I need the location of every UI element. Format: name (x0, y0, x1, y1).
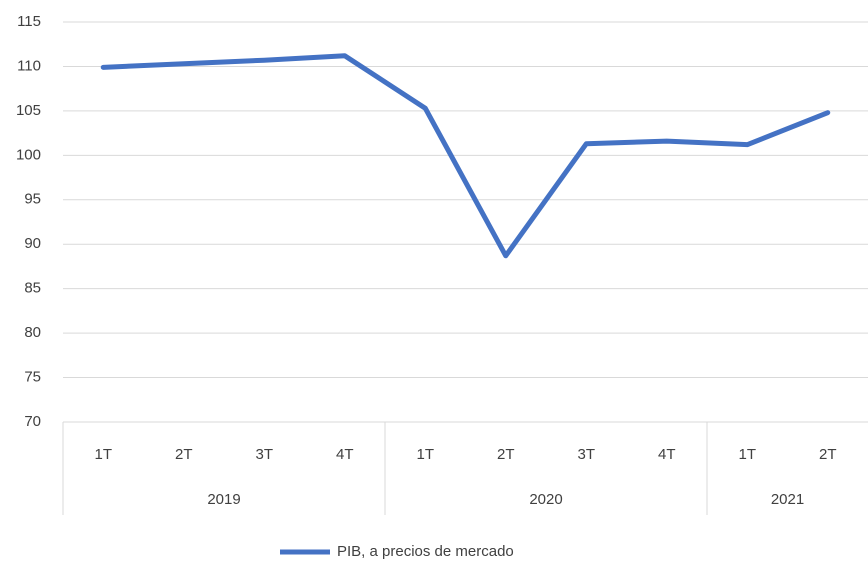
y-tick-label: 85 (24, 280, 41, 297)
y-tick-label: 75 (24, 369, 41, 386)
y-tick-label: 80 (24, 324, 41, 341)
x-tick-label: 1T (416, 446, 434, 463)
y-tick-label: 70 (24, 413, 41, 430)
x-tick-label: 4T (658, 446, 676, 463)
y-tick-label: 110 (17, 57, 41, 74)
group-label: 2021 (771, 491, 804, 508)
series-line (100, 53, 831, 259)
x-tick-label: 2T (819, 446, 837, 463)
x-tick-label: 2T (497, 446, 515, 463)
group-label: 2020 (529, 491, 562, 508)
legend-label: PIB, a precios de mercado (337, 543, 514, 560)
y-tick-label: 95 (24, 191, 41, 208)
y-tick-label: 100 (16, 146, 41, 163)
x-tick-label: 3T (577, 446, 595, 463)
y-tick-label: 90 (24, 235, 41, 252)
x-tick-label: 2T (175, 446, 193, 463)
group-label: 2019 (207, 491, 240, 508)
x-tick-label: 1T (738, 446, 756, 463)
y-tick-label: 105 (16, 102, 41, 119)
x-tick-label: 4T (336, 446, 354, 463)
x-tick-label: 3T (255, 446, 273, 463)
y-tick-label: 115 (17, 13, 41, 30)
x-tick-label: 1T (94, 446, 112, 463)
